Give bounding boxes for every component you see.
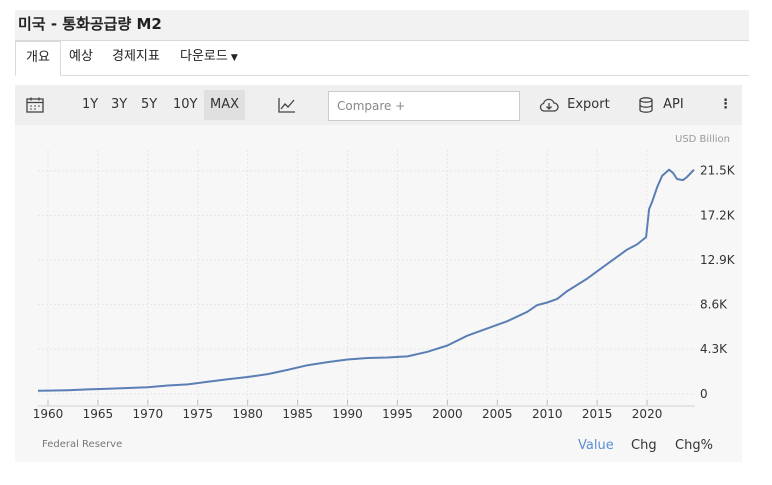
x-tick-label: 2015: [582, 407, 613, 421]
export-button[interactable]: Export: [539, 85, 610, 125]
unit-label: USD Billion: [675, 134, 730, 145]
x-tick-label: 2000: [432, 407, 463, 421]
tab-overview[interactable]: 개요: [15, 41, 61, 76]
x-tick-label: 1990: [332, 407, 363, 421]
x-axis: 1960 1965 1970 1975 1980 1985 1990 1995 2000 2005…: [33, 400, 695, 421]
line-chart-icon[interactable]: [278, 85, 296, 125]
x-tick-label: 1975: [182, 407, 213, 421]
caret-down-icon: ▼: [230, 53, 238, 63]
range-10y-button[interactable]: 10Y: [173, 97, 198, 112]
tab-indicators-label: 경제지표: [112, 49, 160, 64]
chart-grid: [38, 150, 695, 400]
x-tick-label: 1960: [33, 407, 64, 421]
export-label: Export: [567, 97, 610, 112]
range-1y-button[interactable]: 1Y: [82, 97, 99, 112]
tab-download-label: 다운로드: [180, 49, 228, 64]
chart-panel: 1Y 3Y 5Y 10Y MAX Export API: [15, 85, 742, 462]
tab-forecast-label: 예상: [69, 49, 93, 64]
tab-indicators[interactable]: 경제지표: [102, 41, 170, 74]
cloud-download-icon: [539, 98, 559, 112]
chart-toolbar: 1Y 3Y 5Y 10Y MAX Export API: [15, 85, 742, 125]
mode-chg-pct-button[interactable]: Chg%: [675, 438, 713, 453]
y-tick-label: 0: [700, 387, 708, 401]
x-tick-label: 1970: [133, 407, 164, 421]
y-tick-label: 12.9K: [700, 253, 736, 267]
api-button[interactable]: API: [639, 85, 684, 125]
tab-download[interactable]: 다운로드 ▼: [170, 41, 248, 74]
mode-value-button[interactable]: Value: [578, 438, 614, 453]
series-layer: [37, 168, 695, 392]
title-bar: 미국 - 통화공급량 M2: [15, 10, 749, 41]
compare-input[interactable]: [328, 91, 520, 121]
api-label: API: [663, 97, 684, 112]
x-tick-label: 1980: [232, 407, 263, 421]
y-tick-label: 17.2K: [700, 208, 736, 222]
x-tick-label: 1995: [382, 407, 413, 421]
more-options-icon[interactable]: ⋮: [719, 97, 732, 112]
calendar-icon[interactable]: [26, 85, 44, 125]
y-tick-label: 4.3K: [700, 342, 728, 356]
page-title: 미국 - 통화공급량 M2: [18, 15, 162, 33]
mode-chg-button[interactable]: Chg: [631, 438, 657, 453]
tab-forecast[interactable]: 예상: [59, 41, 103, 74]
x-tick-label: 2020: [632, 407, 663, 421]
y-axis: 0 4.3K 8.6K 12.9K 17.2K 21.5K: [700, 164, 736, 401]
x-tick-label: 1985: [282, 407, 313, 421]
range-5y-button[interactable]: 5Y: [141, 97, 158, 112]
x-tick-label: 2005: [482, 407, 513, 421]
database-icon: [639, 96, 653, 113]
range-3y-button[interactable]: 3Y: [111, 97, 128, 112]
x-tick-label: 1965: [83, 407, 114, 421]
x-tick-label: 2010: [532, 407, 563, 421]
source-label: Federal Reserve: [42, 439, 123, 450]
y-tick-label: 8.6K: [700, 298, 728, 312]
tab-bar: 개요 예상 경제지표 다운로드 ▼: [15, 41, 749, 76]
series-line-m2: [37, 168, 695, 392]
range-max-button[interactable]: MAX: [204, 90, 246, 120]
tab-overview-label: 개요: [26, 50, 50, 65]
y-tick-label: 21.5K: [700, 164, 736, 178]
